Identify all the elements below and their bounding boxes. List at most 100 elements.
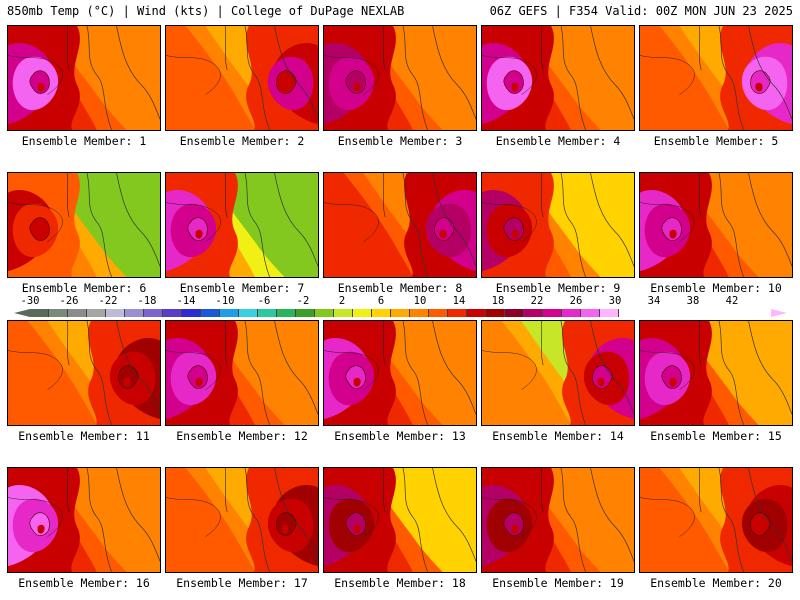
color-scale-tick: 22: [530, 295, 544, 307]
color-scale-bar: [30, 309, 619, 317]
color-scale-swatch: [486, 309, 505, 317]
color-scale-swatch: [220, 309, 239, 317]
color-scale-swatch: [49, 309, 68, 317]
ensemble-member-label: Ensemble Member: 19: [492, 576, 624, 590]
ensemble-member-map: [639, 172, 793, 278]
color-scale-swatch: [334, 309, 353, 317]
color-scale-tick: 42: [725, 295, 739, 307]
temperature-map-icon: [482, 321, 634, 425]
color-scale-swatch: [315, 309, 334, 317]
color-scale-tick: -18: [137, 295, 157, 307]
header-title: 850mb Temp (°C) | Wind (kts) | College o…: [7, 4, 405, 18]
color-scale-tick: 10: [413, 295, 427, 307]
color-scale-swatch: [353, 309, 372, 317]
temperature-map-icon: [324, 26, 476, 130]
temperature-map-icon: [166, 321, 318, 425]
color-scale-tick: -10: [215, 295, 235, 307]
temperature-map-icon: [482, 26, 634, 130]
ensemble-member-label: Ensemble Member: 6: [21, 281, 147, 295]
temperature-map-icon: [640, 468, 792, 572]
temperature-map-icon: [166, 468, 318, 572]
ensemble-member-map: [7, 467, 161, 573]
ensemble-member-map: [481, 320, 635, 426]
color-scale-swatch: [277, 309, 296, 317]
color-scale-tick: 14: [452, 295, 466, 307]
color-scale-tick: 38: [686, 295, 700, 307]
color-scale-tick: -2: [296, 295, 310, 307]
color-scale-swatch: [448, 309, 467, 317]
color-scale-swatch: [182, 309, 201, 317]
temperature-map-icon: [640, 26, 792, 130]
ensemble-member-label: Ensemble Member: 16: [18, 576, 150, 590]
color-scale-swatch: [505, 309, 524, 317]
ensemble-member-label: Ensemble Member: 11: [18, 429, 150, 443]
ensemble-member-label: Ensemble Member: 9: [495, 281, 621, 295]
ensemble-member-label: Ensemble Member: 7: [179, 281, 305, 295]
color-scale-tick: 2: [338, 295, 346, 307]
ensemble-member-map: [165, 320, 319, 426]
ensemble-member-label: Ensemble Member: 14: [492, 429, 624, 443]
ensemble-member-label: Ensemble Member: 15: [650, 429, 782, 443]
ensemble-member-map: [323, 172, 477, 278]
color-scale-swatch: [543, 309, 562, 317]
ensemble-member-map: [639, 25, 793, 131]
color-scale-tick: 34: [647, 295, 661, 307]
ensemble-member-label: Ensemble Member: 12: [176, 429, 308, 443]
ensemble-member-label: Ensemble Member: 8: [337, 281, 463, 295]
color-scale-swatch: [296, 309, 315, 317]
color-scale-swatch: [391, 309, 410, 317]
ensemble-member-label: Ensemble Member: 4: [495, 134, 621, 148]
color-scale-swatch: [106, 309, 125, 317]
ensemble-member-map: [481, 172, 635, 278]
color-scale-swatch: [410, 309, 429, 317]
color-scale-tick: -14: [176, 295, 196, 307]
header-run-info: 06Z GEFS | F354 Valid: 00Z MON JUN 23 20…: [489, 4, 793, 18]
ensemble-member-map: [323, 467, 477, 573]
temperature-map-icon: [8, 26, 160, 130]
ensemble-member-label: Ensemble Member: 20: [650, 576, 782, 590]
ensemble-member-label: Ensemble Member: 18: [334, 576, 466, 590]
ensemble-member-map: [7, 172, 161, 278]
color-scale-swatch: [524, 309, 543, 317]
ensemble-member-map: [639, 320, 793, 426]
ensemble-member-map: [165, 172, 319, 278]
temperature-map-icon: [324, 321, 476, 425]
color-scale-tick: -22: [98, 295, 118, 307]
color-scale-swatch: [258, 309, 277, 317]
temperature-map-icon: [640, 321, 792, 425]
color-scale-swatch: [144, 309, 163, 317]
scale-arrow-right-icon: [771, 309, 787, 317]
color-scale-tick: 18: [491, 295, 505, 307]
temperature-map-icon: [8, 468, 160, 572]
ensemble-member-label: Ensemble Member: 17: [176, 576, 308, 590]
temperature-map-icon: [8, 321, 160, 425]
ensemble-member-label: Ensemble Member: 1: [21, 134, 147, 148]
color-scale-swatch: [87, 309, 106, 317]
ensemble-member-label: Ensemble Member: 5: [653, 134, 779, 148]
temperature-map-icon: [482, 173, 634, 277]
color-scale-swatch: [581, 309, 600, 317]
ensemble-member-label: Ensemble Member: 2: [179, 134, 305, 148]
color-scale-swatch: [68, 309, 87, 317]
color-scale-swatch: [372, 309, 391, 317]
ensemble-member-map: [165, 467, 319, 573]
color-scale-tick: 6: [377, 295, 385, 307]
ensemble-member-map: [323, 25, 477, 131]
color-scale-swatch: [429, 309, 448, 317]
color-scale-swatch: [201, 309, 220, 317]
ensemble-member-map: [7, 320, 161, 426]
color-scale-tick: -6: [257, 295, 271, 307]
temperature-map-icon: [482, 468, 634, 572]
color-scale-swatch: [125, 309, 144, 317]
scale-arrow-left-icon: [14, 309, 30, 317]
color-scale-swatch: [163, 309, 182, 317]
temperature-map-icon: [640, 173, 792, 277]
ensemble-member-label: Ensemble Member: 13: [334, 429, 466, 443]
color-scale-swatch: [239, 309, 258, 317]
ensemble-member-map: [481, 467, 635, 573]
color-scale-tick: 30: [608, 295, 622, 307]
color-scale-tick: -26: [59, 295, 79, 307]
color-scale-tick: 26: [569, 295, 583, 307]
ensemble-member-map: [323, 320, 477, 426]
ensemble-member-map: [7, 25, 161, 131]
